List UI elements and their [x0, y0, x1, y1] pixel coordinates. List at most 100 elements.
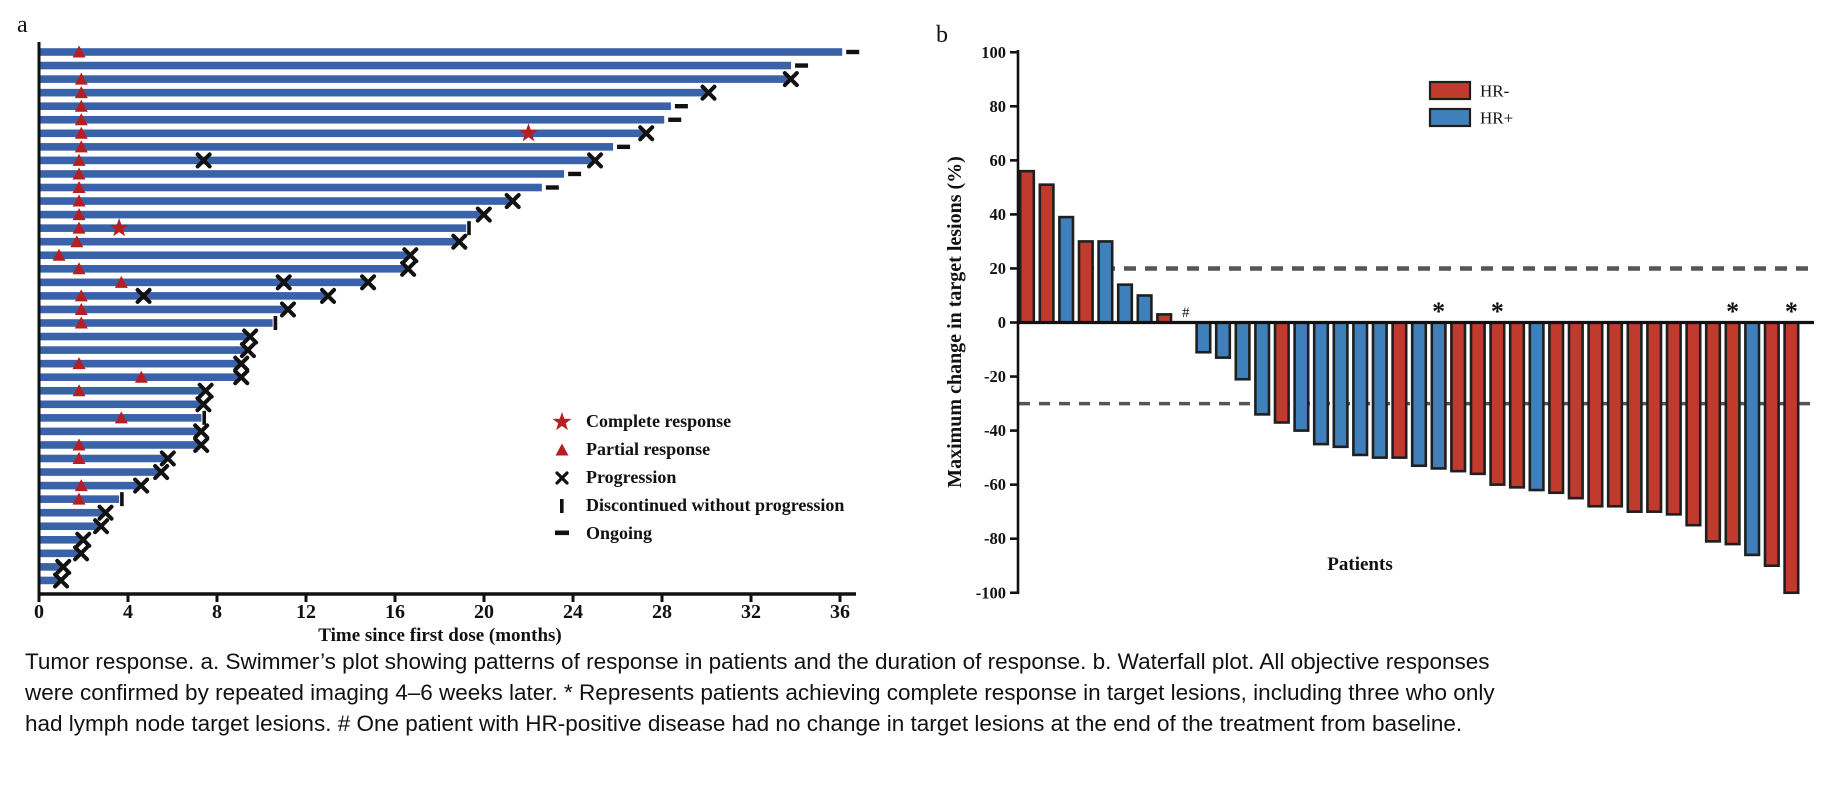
swimmer-bar — [40, 170, 565, 178]
swimmer-bar — [40, 48, 843, 56]
swimmer-bar — [40, 197, 511, 205]
swimmer-bar — [40, 522, 100, 531]
waterfall-bar — [1214, 321, 1232, 359]
progression-icon — [638, 125, 655, 142]
swimmer-bar — [40, 386, 204, 395]
progression-icon — [360, 274, 377, 291]
progression-icon — [242, 328, 259, 345]
waterfall-bar — [1489, 321, 1506, 486]
waterfall-bar — [1587, 321, 1604, 508]
swimmer-bar — [40, 129, 645, 138]
progression-icon — [233, 369, 250, 386]
y-tick-label: 60 — [990, 151, 1007, 170]
progression-icon — [195, 396, 212, 413]
x-axis-title: Time since first dose (months) — [318, 625, 561, 646]
waterfall-bar — [1783, 321, 1800, 595]
progression-icon — [197, 382, 214, 399]
waterfall-bar — [1391, 321, 1408, 459]
progression-icon — [555, 471, 569, 485]
waterfall-bar — [1410, 321, 1428, 468]
partial-response-icon — [74, 72, 88, 85]
figure-caption: Tumor response. a. Swimmer’s plot showin… — [25, 649, 1495, 736]
y-tick-label: 100 — [981, 43, 1006, 62]
progression-icon — [193, 423, 210, 440]
swimmer-bar — [40, 576, 60, 585]
y-tick-label: -80 — [984, 529, 1006, 548]
swimmer-bar — [40, 481, 140, 490]
waterfall-bar — [1548, 321, 1565, 495]
partial-response-icon — [74, 140, 88, 153]
waterfall-bar — [1195, 321, 1212, 354]
waterfall-bar — [1038, 183, 1055, 324]
legend-label: HR- — [1480, 82, 1510, 101]
y-tick-label: 0 — [998, 313, 1006, 332]
ongoing-icon — [555, 530, 569, 536]
progression-icon — [233, 355, 250, 372]
progression-icon — [193, 436, 210, 453]
swimmer-bar — [40, 210, 482, 219]
partial-response-icon — [114, 411, 128, 424]
discontinued-icon — [467, 221, 471, 236]
x-tick-label: 8 — [212, 601, 222, 623]
waterfall-bar — [1665, 321, 1682, 516]
y-tick-label: 80 — [990, 97, 1007, 116]
progression-icon — [400, 260, 417, 277]
x-tick-label: 24 — [563, 601, 583, 623]
partial-response-icon — [72, 181, 86, 193]
waterfall-bar — [1136, 294, 1153, 324]
waterfall-bar — [1352, 321, 1369, 457]
waterfall-bar — [1469, 321, 1486, 476]
swimmer-bar — [40, 346, 246, 354]
y-tick-label: -40 — [984, 421, 1006, 440]
swimmer-bar — [40, 237, 458, 246]
waterfall-bar — [1293, 321, 1310, 432]
ongoing-icon — [674, 104, 688, 109]
partial-response-icon — [74, 126, 88, 139]
waterfall-bar — [1430, 321, 1447, 470]
partial-response-icon — [72, 221, 86, 234]
y-tick-label: 40 — [990, 205, 1007, 224]
ongoing-icon — [617, 144, 631, 150]
x-tick-label: 20 — [474, 601, 494, 623]
partial-response-icon — [114, 275, 128, 288]
swimmer-bar — [40, 156, 594, 165]
progression-icon — [782, 71, 799, 88]
y-tick-label: -60 — [984, 475, 1006, 494]
waterfall-bar — [1450, 321, 1467, 473]
figure-canvas: a 0 4 8 12 16 20 24 28 32 36 Time since first dose … — [17, 12, 1816, 646]
partial-response-icon — [74, 316, 88, 329]
partial-response-icon — [70, 235, 84, 248]
progression-icon — [402, 247, 419, 264]
partial-response-icon — [72, 384, 86, 397]
swimmer-bar — [40, 508, 104, 517]
progression-icon — [279, 301, 296, 318]
swimmer-bar — [40, 102, 671, 110]
partial-response-icon — [72, 45, 86, 58]
progression-icon — [475, 206, 492, 223]
waterfall-bar — [1646, 321, 1663, 513]
ongoing-icon — [795, 63, 809, 68]
partial-response-icon — [555, 443, 569, 456]
swimmer-bar — [40, 224, 467, 232]
progression-icon — [587, 152, 604, 169]
waterfall-bar — [1116, 283, 1134, 324]
progression-icon — [275, 274, 292, 291]
partial-response-icon — [74, 479, 88, 492]
swimmer-bar — [40, 183, 542, 192]
ongoing-icon — [568, 171, 582, 177]
legend-label: Discontinued without progression — [586, 495, 844, 515]
partial-response-icon — [74, 113, 88, 126]
waterfall-bar — [1312, 321, 1330, 446]
swimmer-bar — [40, 332, 249, 341]
partial-response-icon — [134, 370, 148, 383]
waterfall-bar — [1273, 321, 1290, 424]
waterfall-bar — [1606, 321, 1624, 508]
waterfall-bar — [1508, 321, 1526, 489]
progression-icon — [320, 287, 337, 304]
waterfall-bar — [1234, 321, 1251, 381]
legend-swatch — [1428, 80, 1472, 101]
partial-response-icon — [72, 153, 86, 166]
progression-icon — [97, 504, 114, 521]
discontinued-icon — [120, 492, 124, 507]
waterfall-bar — [1528, 321, 1545, 492]
